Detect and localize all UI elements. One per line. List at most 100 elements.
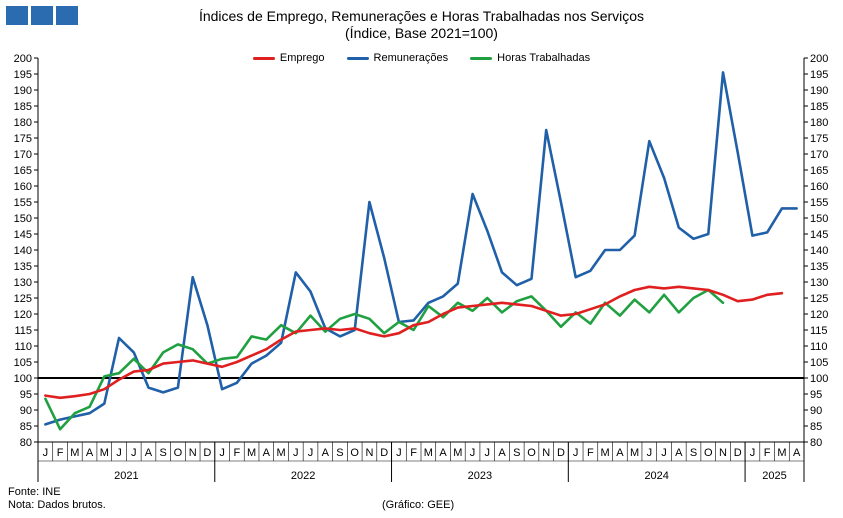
y-tick-label-left: 80 xyxy=(20,437,32,449)
x-month-label: O xyxy=(704,447,713,459)
legend-label: Horas Trabalhadas xyxy=(497,52,591,64)
y-tick-label-left: 130 xyxy=(14,277,32,289)
x-month-label: D xyxy=(734,447,742,459)
legend-label: Emprego xyxy=(279,52,325,64)
y-tick-label-right: 175 xyxy=(810,133,828,145)
series-line-remunerações xyxy=(44,71,798,426)
x-month-label: N xyxy=(542,447,550,459)
y-tick-label-left: 95 xyxy=(20,389,32,401)
y-tick-label-left: 155 xyxy=(14,197,32,209)
x-month-label: M xyxy=(276,447,285,459)
y-tick-label-right: 155 xyxy=(810,197,828,209)
x-month-label: D xyxy=(380,447,388,459)
x-month-label: S xyxy=(336,447,343,459)
y-tick-label-right: 165 xyxy=(810,165,828,177)
logo-block xyxy=(6,6,28,25)
chart-title-block: Índices de Emprego, Remunerações e Horas… xyxy=(0,8,843,42)
legend-swatch xyxy=(346,56,369,60)
x-month-label: J xyxy=(661,447,667,459)
chart-subtitle: (Índice, Base 2021=100) xyxy=(345,25,498,41)
series-line-emprego xyxy=(44,285,784,400)
y-tick-label-right: 80 xyxy=(810,437,822,449)
x-month-label: J xyxy=(573,447,579,459)
y-tick-label-right: 190 xyxy=(810,85,828,97)
x-year-label: 2023 xyxy=(468,470,492,482)
x-month-label: J xyxy=(647,447,653,459)
y-tick-label-left: 165 xyxy=(14,165,32,177)
y-tick-label-right: 180 xyxy=(810,117,828,129)
legend: Emprego Remunerações Horas Trabalhadas xyxy=(0,52,843,64)
x-month-label: M xyxy=(100,447,109,459)
y-tick-label-right: 130 xyxy=(810,277,828,289)
y-tick-label-left: 145 xyxy=(14,229,32,241)
x-month-label: N xyxy=(719,447,727,459)
logo xyxy=(6,6,78,25)
y-tick-label-left: 200 xyxy=(14,53,32,65)
x-month-label: D xyxy=(557,447,565,459)
x-month-label: J xyxy=(308,447,314,459)
y-tick-label-left: 185 xyxy=(14,101,32,113)
y-tick-label-left: 105 xyxy=(14,357,32,369)
x-year-label: 2022 xyxy=(291,470,315,482)
y-tick-label-left: 150 xyxy=(14,213,32,225)
legend-swatch xyxy=(252,56,275,60)
y-tick-label-right: 105 xyxy=(810,357,828,369)
x-month-label: F xyxy=(233,447,240,459)
x-month-label: N xyxy=(365,447,373,459)
x-month-label: A xyxy=(793,447,801,459)
y-tick-label-left: 85 xyxy=(20,421,32,433)
chart-credit: (Gráfico: GEE) xyxy=(382,499,455,511)
x-month-label: M xyxy=(70,447,79,459)
source-note: Fonte: INE xyxy=(8,486,61,498)
y-tick-label-right: 145 xyxy=(810,229,828,241)
x-year-label: 2021 xyxy=(114,470,138,482)
y-tick-label-left: 110 xyxy=(14,341,32,353)
x-month-label: J xyxy=(131,447,137,459)
data-note: Nota: Dados brutos. xyxy=(8,499,106,511)
x-month-label: A xyxy=(145,447,153,459)
y-tick-label-right: 90 xyxy=(810,405,822,417)
y-tick-label-left: 190 xyxy=(14,85,32,97)
y-tick-label-right: 160 xyxy=(810,181,828,193)
y-tick-label-left: 90 xyxy=(20,405,32,417)
x-month-label: J xyxy=(43,447,49,459)
y-tick-label-right: 120 xyxy=(810,309,828,321)
x-month-label: A xyxy=(86,447,94,459)
x-month-label: J xyxy=(293,447,299,459)
y-tick-label-right: 125 xyxy=(810,293,828,305)
x-month-label: J xyxy=(750,447,756,459)
y-tick-label-right: 150 xyxy=(810,213,828,225)
legend-item: Horas Trabalhadas xyxy=(470,52,590,64)
x-month-label: F xyxy=(57,447,64,459)
x-month-label: A xyxy=(616,447,624,459)
y-tick-label-right: 195 xyxy=(810,69,828,81)
y-tick-label-left: 160 xyxy=(14,181,32,193)
x-month-label: F xyxy=(410,447,417,459)
x-year-label: 2025 xyxy=(762,470,786,482)
y-tick-label-left: 100 xyxy=(14,373,32,385)
y-tick-label-right: 115 xyxy=(810,325,828,337)
x-month-label: M xyxy=(247,447,256,459)
y-tick-label-left: 120 xyxy=(14,309,32,321)
chart-title: Índices de Emprego, Remunerações e Horas… xyxy=(198,8,645,24)
y-tick-label-right: 185 xyxy=(810,101,828,113)
legend-item: Emprego xyxy=(252,52,325,64)
x-month-label: J xyxy=(116,447,122,459)
logo-block xyxy=(31,6,53,25)
x-month-label: F xyxy=(587,447,594,459)
x-month-label: J xyxy=(219,447,225,459)
y-tick-label-left: 175 xyxy=(14,133,32,145)
x-month-label: F xyxy=(764,447,771,459)
x-month-label: A xyxy=(263,447,271,459)
x-month-label: J xyxy=(485,447,491,459)
y-tick-label-right: 170 xyxy=(810,149,828,161)
legend-item: Remunerações xyxy=(346,52,448,64)
x-month-label: A xyxy=(675,447,683,459)
x-month-label: A xyxy=(439,447,447,459)
y-tick-label-left: 135 xyxy=(14,261,32,273)
x-month-label: O xyxy=(527,447,536,459)
y-tick-label-right: 95 xyxy=(810,389,822,401)
x-month-label: A xyxy=(322,447,330,459)
y-tick-label-right: 85 xyxy=(810,421,822,433)
